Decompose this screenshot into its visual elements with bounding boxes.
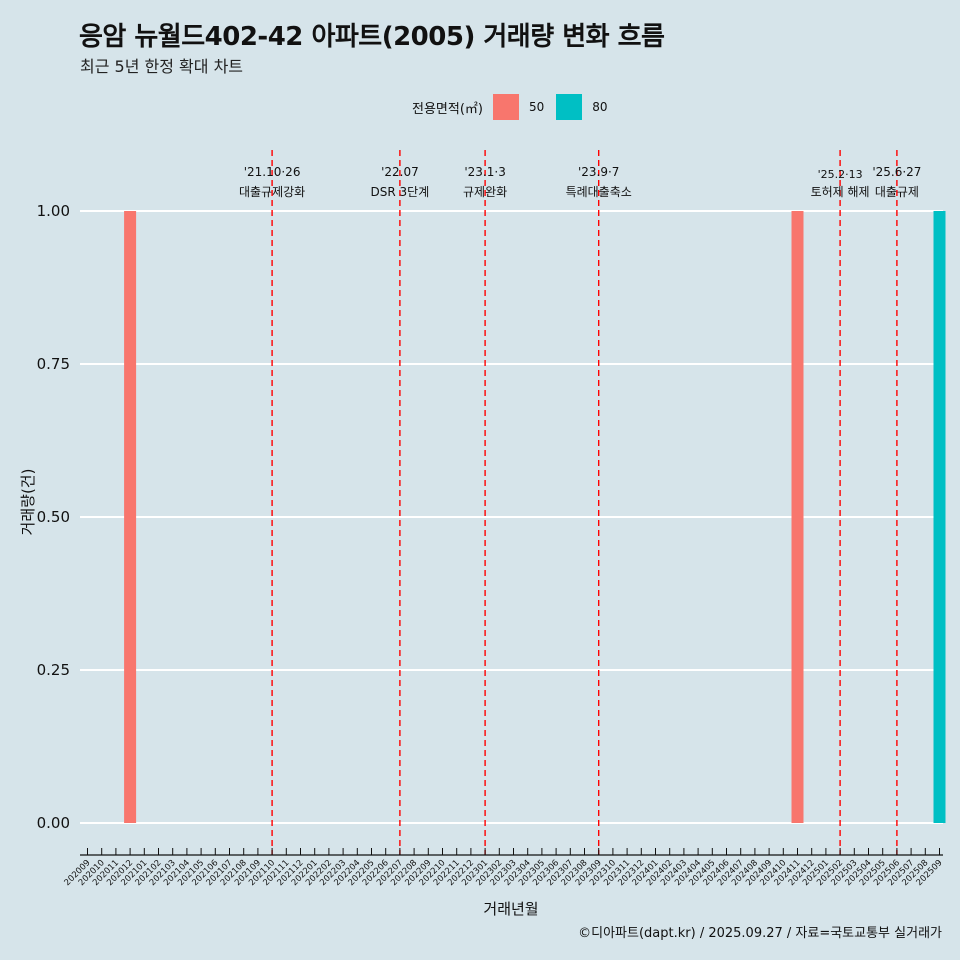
bar-80-202509 bbox=[933, 211, 946, 823]
legend-label-80: 80 bbox=[592, 100, 608, 114]
event-name-label: 규제완화 bbox=[463, 185, 507, 199]
y-tick-label: 0.50 bbox=[37, 508, 70, 526]
y-tick-label: 0.00 bbox=[37, 814, 70, 832]
y-tick-label: 0.75 bbox=[37, 355, 70, 373]
event-date-label: '22.07 bbox=[381, 165, 419, 179]
event-date-label: '25.6·27 bbox=[872, 165, 921, 179]
bar-50-202411 bbox=[791, 211, 804, 823]
source-caption: ©디아파트(dapt.kr) / 2025.09.27 / 자료=국토교통부 실… bbox=[578, 926, 942, 941]
x-axis-title: 거래년월 bbox=[483, 900, 538, 918]
legend: 전용면적(㎡) 50 80 bbox=[412, 93, 620, 121]
legend-swatch-80 bbox=[556, 94, 583, 120]
legend-title: 전용면적(㎡) bbox=[412, 101, 483, 117]
event-name-label: 특례대출축소 bbox=[566, 185, 632, 199]
event-name-label: 대출규제 bbox=[875, 185, 919, 199]
event-name-label: DSR 3단계 bbox=[371, 185, 430, 199]
chart-subtitle: 최근 5년 한정 확대 차트 bbox=[80, 57, 244, 76]
chart-title: 응암 뉴월드402-42 아파트(2005) 거래량 변화 흐름 bbox=[79, 22, 665, 52]
legend-label-50: 50 bbox=[528, 100, 545, 114]
y-tick-label: 1.00 bbox=[37, 202, 70, 220]
event-name-label: 토허제 해제 bbox=[811, 185, 870, 199]
y-tick-label: 0.25 bbox=[37, 661, 70, 679]
event-date-label: '23.9·7 bbox=[578, 165, 619, 179]
event-date-label: '21.10·26 bbox=[244, 165, 301, 179]
event-date-label: '23.1·3 bbox=[464, 165, 505, 179]
legend-swatch-50 bbox=[492, 94, 519, 120]
bar-50-202012 bbox=[124, 211, 137, 823]
event-date-label: '25.2·13 bbox=[818, 168, 863, 181]
event-name-label: 대출규제강화 bbox=[239, 185, 305, 199]
y-axis-title: 거래량(건) bbox=[19, 469, 37, 536]
